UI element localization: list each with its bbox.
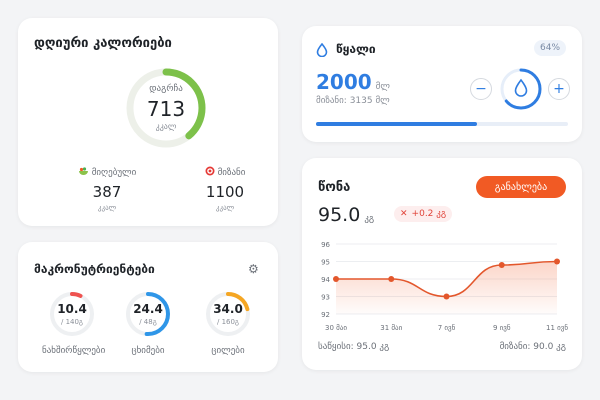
weight-change: +0.2 კგ: [411, 209, 447, 219]
goal-stat: მიზანი 1100 კკალ: [180, 166, 270, 212]
eaten-stat: მიღებული 387 კკალ: [62, 166, 152, 212]
x-tick-label: 30 მაი: [325, 324, 347, 332]
y-tick-label: 92: [321, 311, 330, 319]
macro-carbs: 10.4 / 140გ ნახშირწყლები: [42, 290, 106, 356]
goal-value: 1100: [205, 183, 245, 201]
weight-current: 95.0: [318, 204, 361, 226]
x-tick-label: 9 ივნ: [493, 324, 511, 332]
daily-calories-card: დღიური კალორიები დაგრჩა 713 კკალ მიღებულ…: [18, 18, 278, 226]
ring-label: დაგრჩა: [149, 84, 183, 94]
weight-point: [333, 276, 339, 282]
macros-title: მაკრონუტრიენტები: [34, 262, 155, 276]
weight-unit: კგ: [364, 214, 375, 224]
fats-label: ცხიმები: [131, 346, 165, 356]
food-bowl-icon: [78, 166, 89, 179]
water-goal: მიზანი: 3135 მლ: [316, 96, 390, 106]
carbs-label: ნახშირწყლები: [42, 346, 106, 356]
water-amount-unit: მლ: [375, 82, 390, 92]
water-progress-track: [316, 122, 568, 126]
water-amount-row: 2000 მლ: [316, 70, 390, 94]
fats-goal: / 48გ: [139, 318, 157, 326]
goal-label: მიზანი: [217, 167, 246, 178]
y-tick-label: 94: [321, 276, 330, 284]
water-percent-badge: 64%: [534, 40, 567, 56]
y-tick-label: 95: [321, 259, 330, 267]
carbs-value: 10.4: [57, 302, 87, 316]
protein-goal: / 160გ: [216, 318, 239, 326]
water-title: წყალი: [336, 42, 376, 56]
weight-point: [443, 293, 450, 300]
water-card: წყალი 64% 2000 მლ მიზანი: 3135 მლ − +: [302, 26, 582, 142]
calories-remaining: 713: [146, 97, 186, 121]
macro-protein: 34.0 / 160გ ცილები: [198, 290, 258, 356]
water-drop-icon: [316, 42, 328, 61]
weight-point: [554, 258, 560, 265]
calories-ring: დაგრჩა 713 კკალ: [124, 66, 208, 150]
water-minus-button[interactable]: −: [470, 78, 492, 100]
macro-fats: 24.4 / 48გ ცხიმები: [118, 290, 178, 356]
carbs-progress-arc: [50, 292, 94, 336]
protein-label: ცილები: [211, 346, 245, 356]
protein-progress-arc: [206, 292, 250, 336]
target-icon: [205, 166, 215, 179]
fats-progress-arc: [126, 292, 170, 336]
goal-unit: კკალ: [215, 204, 235, 212]
weight-title: წონა: [318, 180, 351, 195]
x-tick-label: 31 მაი: [380, 324, 402, 332]
ring-unit: კკალ: [155, 122, 177, 131]
weight-start: საწყისი: 95.0 კგ: [318, 342, 390, 352]
weight-goal: მიზანი: 90.0 კგ: [499, 342, 566, 352]
eaten-label: მიღებული: [91, 167, 137, 178]
y-tick-label: 93: [321, 294, 330, 302]
macronutrients-card: მაკრონუტრიენტები ⚙ 10.4 / 140გ ნახშირწყლ…: [18, 242, 278, 372]
weight-point: [498, 262, 505, 268]
calories-title: დღიური კალორიები: [34, 36, 172, 51]
close-x-icon: ✕: [400, 209, 408, 219]
eaten-unit: კკალ: [97, 204, 117, 212]
x-tick-label: 11 ივნ: [546, 324, 568, 332]
calories-progress-arc: [126, 68, 206, 148]
carbs-goal: / 140გ: [60, 318, 83, 326]
weight-card: წონა განახლება 95.0 კგ ✕ +0.2 კგ 92 93 94 9…: [302, 158, 582, 370]
weight-change-badge: ✕ +0.2 კგ: [394, 206, 453, 222]
weight-point: [388, 276, 395, 282]
x-tick-label: 7 ივნ: [438, 324, 456, 332]
y-tick-label: 96: [321, 241, 330, 249]
weight-area: [336, 261, 557, 314]
gear-icon[interactable]: ⚙: [248, 262, 259, 276]
weight-chart: 92 93 94 95 96 30 მაი 31 მაი 7 ივნ 9 ივნ 11 ივნ: [321, 241, 568, 332]
water-ring[interactable]: [498, 66, 544, 112]
water-amount: 2000: [316, 70, 372, 94]
protein-value: 34.0: [213, 302, 243, 316]
weight-current-row: 95.0 კგ: [318, 204, 374, 226]
update-weight-button[interactable]: განახლება: [476, 176, 566, 198]
fats-value: 24.4: [133, 302, 163, 316]
water-progress-arc: [500, 68, 542, 110]
water-progress-fill: [316, 122, 478, 126]
eaten-value: 387: [92, 183, 122, 201]
water-plus-button[interactable]: +: [548, 78, 570, 100]
